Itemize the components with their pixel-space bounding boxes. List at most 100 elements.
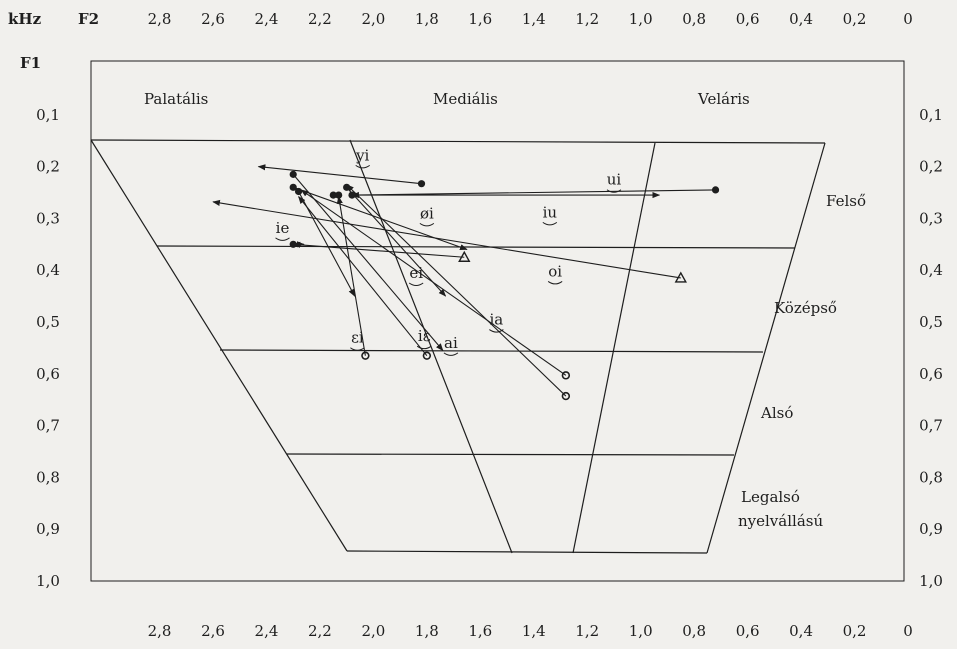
dot-marker (329, 191, 337, 199)
y-tick-label-right: 0,5 (919, 313, 943, 331)
y-tick-label-left: 0,2 (36, 158, 60, 176)
height-line-low (219, 349, 764, 353)
y-tick-label-right: 0,7 (919, 417, 943, 435)
y-tick-label-left: 0,5 (36, 313, 60, 331)
plot-frame (90, 60, 905, 582)
x-tick-label-bottom: 2,8 (148, 622, 172, 640)
x-tick-label-bottom: 1,8 (415, 622, 439, 640)
x-tick-label-bottom: 1,2 (575, 622, 599, 640)
trajectory-arrow (257, 164, 422, 185)
x-tick-label-top: 1,6 (468, 10, 492, 28)
trajectory-arrow (346, 184, 567, 397)
x-tick-label-bottom: 1,0 (629, 622, 653, 640)
x-tick-label-bottom: 0,6 (736, 622, 760, 640)
trajectory-arrow (293, 186, 468, 251)
ligature-arc (355, 164, 370, 169)
x-tick-label-top: 2,4 (255, 10, 279, 28)
trajectory-arrow (298, 191, 356, 297)
row-label-mid: Középső (774, 299, 837, 317)
trapezoid-left-edge (90, 139, 348, 552)
y-tick-label-right: 0,2 (919, 158, 943, 176)
dot-marker (289, 170, 297, 178)
row-label-lowest-1: Legalsó (741, 488, 800, 506)
x-tick-label-top: 2,8 (148, 10, 172, 28)
dot-marker (711, 186, 720, 194)
column-label-palatal: Palatális (144, 90, 208, 108)
x-tick-label-bottom: 0,2 (843, 622, 867, 640)
x-tick-label-top: 2,6 (201, 10, 225, 28)
x-tick-label-top: 1,4 (522, 10, 546, 28)
y-tick-label-right: 0,1 (919, 106, 943, 124)
diphthong-label: ei (409, 264, 423, 282)
diphthong-label: yi (355, 146, 369, 164)
x-tick-label-top: 0,8 (682, 10, 706, 28)
diphthong-label: iu (543, 203, 558, 221)
x-tick-label-bottom: 2,2 (308, 622, 332, 640)
trajectory-arrow (292, 241, 465, 258)
dot-marker (348, 191, 356, 199)
trajectory-arrow (298, 196, 428, 357)
x-tick-label-top: 1,0 (629, 10, 653, 28)
trajectory-arrow (346, 186, 447, 297)
x-tick-label-bottom: 1,6 (468, 622, 492, 640)
dot-marker (289, 183, 297, 191)
column-divider-velar (572, 142, 656, 554)
x-tick-label-top: 0,2 (843, 10, 867, 28)
y-tick-label-left: 0,7 (36, 417, 60, 435)
diphthong-label: iε (418, 327, 431, 345)
trajectory-arrow (292, 174, 444, 352)
y-tick-label-right: 0,9 (919, 520, 943, 538)
x-tick-label-top: 2,0 (361, 10, 385, 28)
diphthong-label: ie (276, 219, 290, 237)
triangle-marker (674, 271, 687, 283)
triangle-marker (458, 250, 471, 262)
x-tick-label-top: 0,4 (789, 10, 813, 28)
y-tick-label-left: 0,3 (36, 209, 60, 227)
y-tick-label-left: 0,6 (36, 365, 60, 383)
trapezoid-right-edge (706, 142, 826, 554)
y-tick-label-left: 1,0 (36, 572, 60, 590)
diphthong-label-layer: yi ui øi iu ie ei oi ia εi iε ai (275, 146, 622, 356)
trajectory-arrow (212, 199, 681, 279)
trajectory-arrow (336, 195, 366, 356)
row-label-high: Felső (826, 192, 866, 210)
units-label: kHz (8, 10, 42, 28)
diphthong-label: øi (420, 204, 434, 222)
open-circle-marker (422, 351, 432, 360)
ligature-arc (606, 189, 622, 193)
trapezoid-top-line (90, 139, 826, 144)
row-label-lowest-2: nyelvállású (738, 512, 823, 530)
x-tick-label-top: 1,2 (575, 10, 599, 28)
dot-marker (335, 191, 343, 199)
dot-marker (417, 180, 426, 188)
diphthong-label: ia (489, 311, 503, 329)
row-label-low: Alsó (760, 404, 793, 422)
diphthong-label: εi (351, 329, 364, 347)
ligature-arc (489, 329, 504, 333)
dot-marker (289, 240, 297, 248)
x-tick-label-top: 0,6 (736, 10, 760, 28)
x-tick-label-bottom: 0 (903, 622, 913, 640)
ligature-arc (542, 221, 558, 226)
vowel-trapezoid (90, 139, 826, 554)
f1-axis-label: F1 (20, 54, 41, 72)
diphthong-label: oi (548, 262, 562, 280)
x-tick-label-bottom: 2,4 (255, 622, 279, 640)
x-tick-label-top: 2,2 (308, 10, 332, 28)
x-tick-label-bottom: 0,4 (789, 622, 813, 640)
y-tick-label-left: 0,4 (36, 261, 60, 279)
height-line-mid (156, 245, 796, 249)
x-tick-label-bottom: 1,4 (522, 622, 546, 640)
ligature-arc (443, 352, 459, 356)
x-tick-label-bottom: 0,8 (682, 622, 706, 640)
open-circle-marker (561, 371, 571, 380)
column-label-medial: Mediális (433, 90, 498, 108)
ligature-arc (408, 282, 424, 286)
x-tick-label-bottom: 2,6 (201, 622, 225, 640)
ligature-arc (419, 222, 435, 227)
ligature-arc (416, 345, 432, 350)
ligature-arc (275, 237, 290, 241)
column-label-velar: Veláris (697, 90, 750, 108)
x-tick-label-top: 1,8 (415, 10, 439, 28)
